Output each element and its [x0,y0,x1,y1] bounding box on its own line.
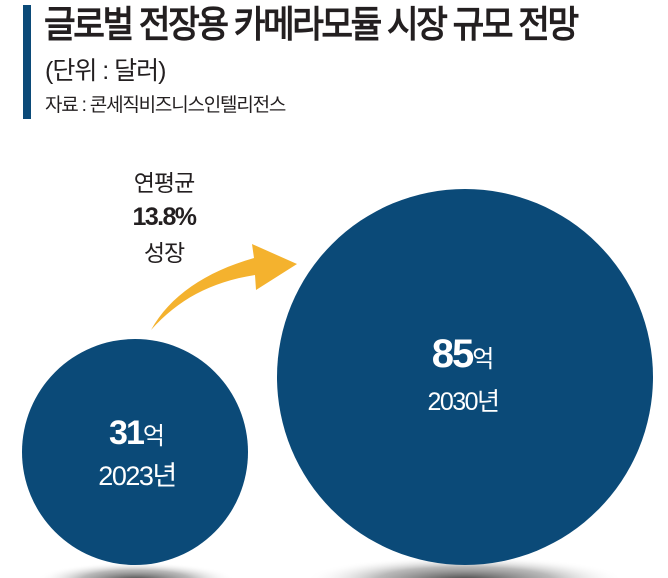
bubble-value-unit: 억 [142,423,165,450]
growth-label-suffix: 성장 [143,240,185,266]
source-label: 자료 : 콘세직비즈니스인텔리전스 [45,95,286,116]
bubble-value: 31 [109,414,145,452]
bubble-shadow-2030 [305,556,625,578]
chart-title: 글로벌 전장용 카메라모듈 시장 규모 전망 [44,4,579,45]
growth-arrow-icon [151,244,297,330]
bubble-2030 [277,189,653,565]
growth-label-prefix: 연평균 [133,170,195,196]
growth-rate: 13.8% [132,203,197,231]
bubble-value-unit: 억 [472,346,495,373]
bubble-year: 2030년 [427,388,500,416]
title-accent-bar [23,5,31,119]
bubble-label-2030: 85억 2030년 [427,332,500,419]
bubble-2023 [22,339,248,565]
bubble-year: 2023년 [98,461,177,491]
bubble-value: 85 [431,332,474,376]
bubble-label-2023: 31억 2023년 [98,414,177,493]
bubble-shadow-2023 [36,562,236,578]
unit-label: (단위 : 달러) [45,57,166,85]
growth-annotation: 연평균 13.8% 성장 [110,166,218,272]
